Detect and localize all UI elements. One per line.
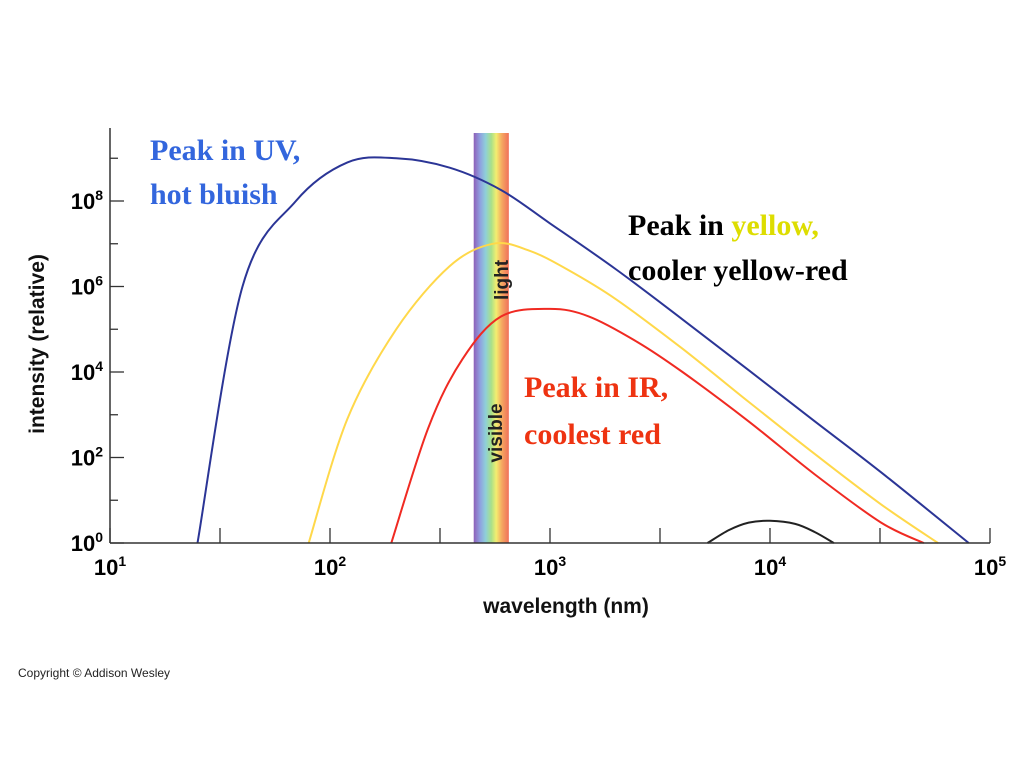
visible-spectrum-rect xyxy=(473,133,509,543)
blackbody-curves xyxy=(196,156,970,544)
series-line-1 xyxy=(196,156,970,544)
copyright-notice: Copyright © Addison Wesley xyxy=(18,666,170,680)
y-tick-label: 108 xyxy=(71,187,103,214)
annotation-hot-bluish: Peak in UV, hot bluish xyxy=(150,134,300,211)
svg-text:Peak in yellow,: Peak in yellow, xyxy=(628,209,819,242)
annotation-warm-line1b: yellow, xyxy=(731,209,819,242)
y-tick-label: 100 xyxy=(71,529,103,556)
series-line-3 xyxy=(390,307,925,544)
annotation-cool-line1: Peak in IR, xyxy=(524,371,668,404)
y-tick-label: 106 xyxy=(71,273,103,300)
series-line-4 xyxy=(706,519,835,544)
y-tick-label: 102 xyxy=(71,444,103,471)
x-tick-label: 103 xyxy=(534,553,566,580)
annotation-cooler-yellow-red: Peak in yellow, cooler yellow-red xyxy=(628,209,848,287)
y-axis-title: intensity (relative) xyxy=(26,254,49,434)
x-tick-label: 102 xyxy=(314,553,346,580)
annotation-hot-line1: Peak in UV, xyxy=(150,134,300,167)
y-tick-label: 104 xyxy=(71,358,103,385)
annotation-cool-line2: coolest red xyxy=(524,418,661,451)
x-tick-label: 104 xyxy=(754,553,786,580)
series-line-2 xyxy=(307,242,939,544)
band-label-light: light xyxy=(492,259,513,300)
annotation-hot-line2: hot bluish xyxy=(150,178,278,211)
ticks: 101 102 103 104 105 100 102 104 106 108 xyxy=(71,157,1006,580)
annotation-warm-line2: cooler yellow-red xyxy=(628,254,848,287)
annotation-warm-line1a: Peak in xyxy=(628,209,731,242)
x-tick-label: 105 xyxy=(974,553,1006,580)
x-axis-title: wavelength (nm) xyxy=(482,595,649,618)
annotation-coolest-red: Peak in IR, coolest red xyxy=(524,371,668,451)
x-tick-label: 101 xyxy=(94,553,126,580)
band-label-visible: visible xyxy=(486,403,507,462)
visible-light-band xyxy=(473,133,509,543)
